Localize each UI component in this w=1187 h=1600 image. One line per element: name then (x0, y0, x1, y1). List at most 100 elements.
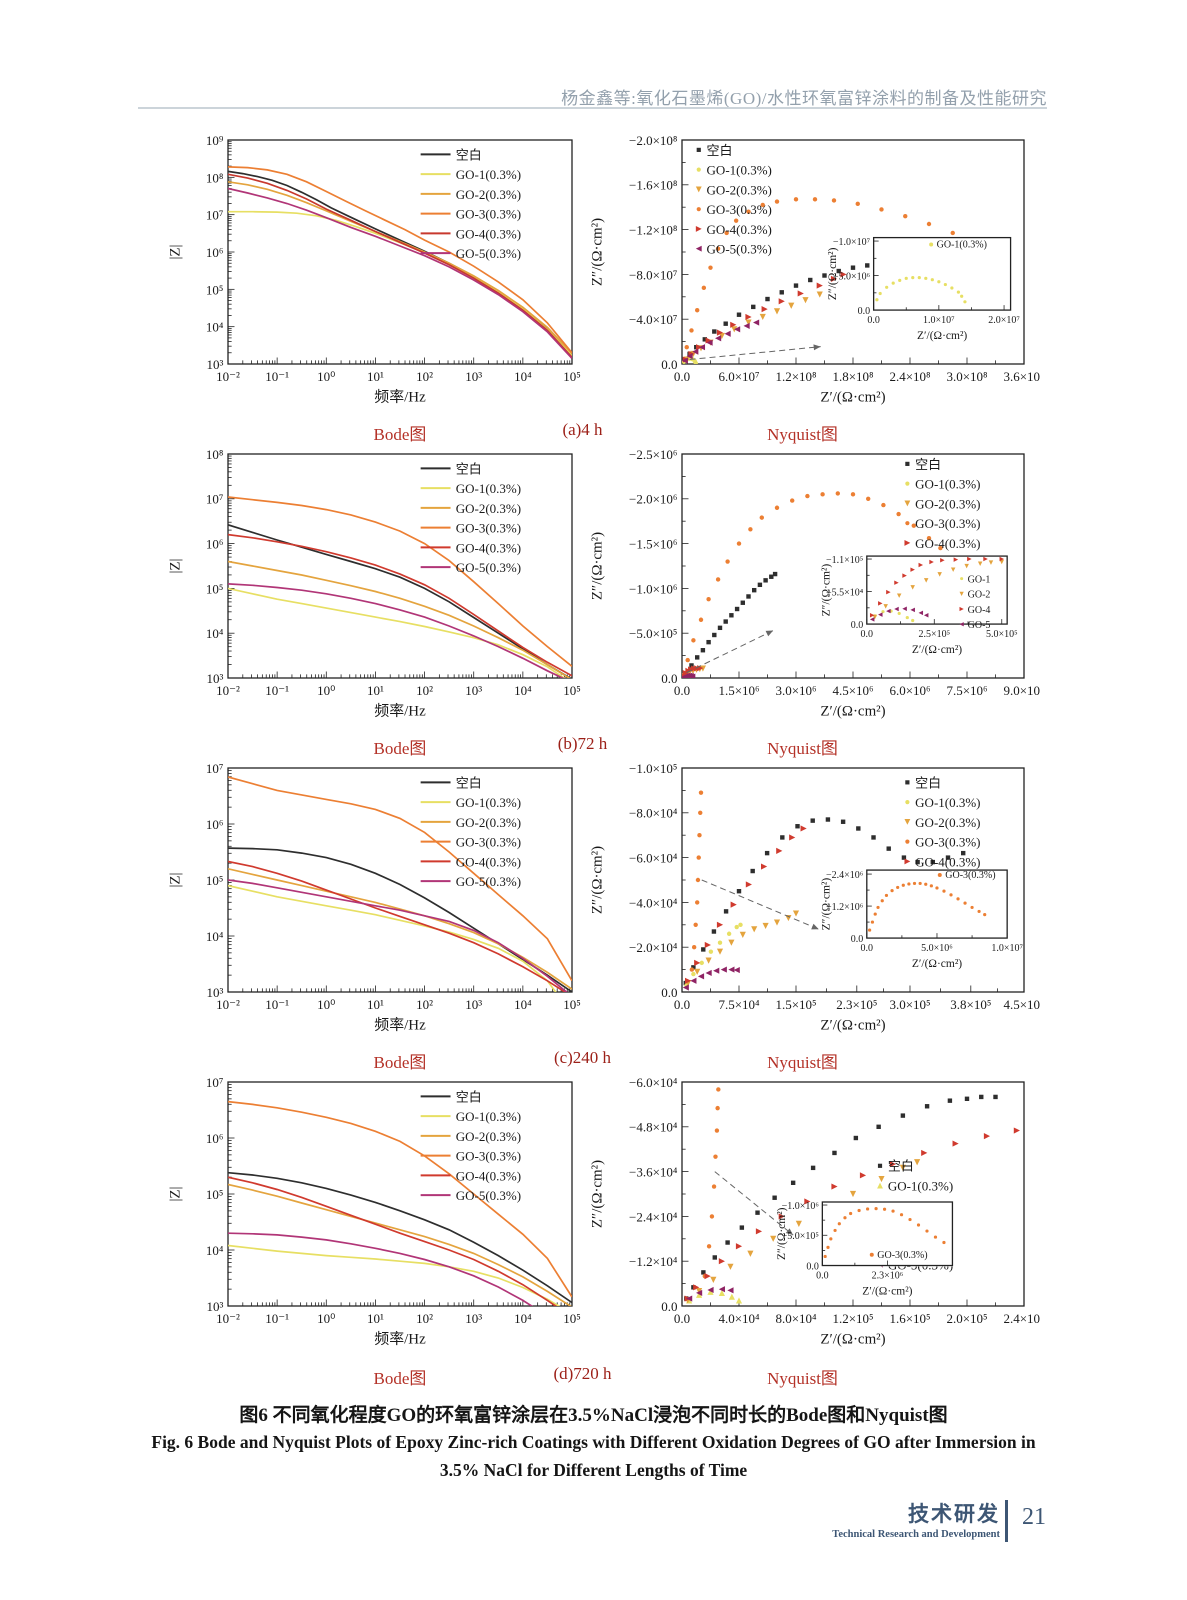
svg-text:2.5×10⁵: 2.5×10⁵ (918, 629, 950, 640)
svg-text:10⁸: 10⁸ (206, 170, 224, 185)
series-GO-2 (872, 559, 1005, 620)
svg-text:频率/Hz: 频率/Hz (374, 389, 426, 406)
svg-text:10¹: 10¹ (367, 369, 384, 384)
svg-text:GO-5(0.3%): GO-5(0.3%) (456, 874, 521, 889)
svg-text:3.0×10⁵: 3.0×10⁵ (889, 997, 930, 1012)
svg-text:6.0×10⁷: 6.0×10⁷ (718, 369, 759, 384)
caption-row-b: Bode图 (b)72 h Nyquist图 (0, 734, 1187, 760)
series-GO-2(0.3%) (683, 291, 823, 363)
svg-text:3.6×10⁸: 3.6×10⁸ (1003, 369, 1040, 384)
svg-text:频率/Hz: 频率/Hz (374, 1331, 426, 1348)
svg-text:10⁶: 10⁶ (206, 245, 224, 260)
bode-caption-d: Bode图 (373, 1369, 427, 1388)
svg-text:10⁵: 10⁵ (563, 1311, 581, 1326)
svg-text:2.0×10⁵: 2.0×10⁵ (946, 1311, 987, 1326)
bode-a: 10⁻² 10⁻¹ 10⁰ 10¹ 10² 10³ 10⁴ 10⁵ 10³ 10⁴ 10⁵ 10⁶ 10… (168, 133, 581, 406)
svg-text:1.0×10⁷: 1.0×10⁷ (991, 943, 1023, 954)
legend: 空白 GO-1(0.3%) GO-2(0.3%) GO-3(0.3%) GO-4(0.3… (695, 143, 772, 257)
series-GO-4(0.3%) (228, 860, 567, 992)
svg-text:GO-5(0.3%): GO-5(0.3%) (456, 1188, 521, 1203)
svg-text:10⁰: 10⁰ (317, 683, 335, 698)
svg-text:0.0: 0.0 (858, 306, 871, 317)
nyq-a: 0.0 6.0×10⁷ 1.2×10⁸ 1.8×10⁸ 2.4×10⁸ 3.0×10⁸ 3.… (590, 133, 1040, 406)
svg-text:−6.0×10⁴: −6.0×10⁴ (629, 851, 678, 866)
svg-text:−4.0×10⁷: −4.0×10⁷ (629, 312, 677, 327)
svg-text:−1.2×10⁴: −1.2×10⁴ (629, 1254, 678, 1269)
series-GO-5 (869, 606, 929, 622)
series-GO-1 (875, 276, 967, 304)
svg-text:Z′/(Ω·cm²): Z′/(Ω·cm²) (912, 644, 962, 656)
svg-text:空白: 空白 (915, 775, 941, 790)
svg-text:10³: 10³ (207, 1299, 224, 1314)
svg-text:10⁷: 10⁷ (206, 492, 224, 507)
nyquist-chart-72h: 0.0 1.5×10⁶ 3.0×10⁶ 4.5×10⁶ 6.0×10⁶ 7.5×10⁶ 9.… (590, 447, 1040, 720)
svg-text:Z″/(Ω·cm²): Z″/(Ω·cm²) (820, 564, 832, 617)
svg-text:10⁶: 10⁶ (206, 537, 224, 552)
svg-text:−1.1×10⁵: −1.1×10⁵ (826, 555, 863, 566)
svg-text:10⁴: 10⁴ (514, 997, 532, 1012)
svg-text:GO-4: GO-4 (968, 605, 991, 616)
svg-text:−1.2×10⁸: −1.2×10⁸ (629, 223, 678, 238)
svg-text:GO-2(0.3%): GO-2(0.3%) (456, 187, 521, 202)
bode-chart-4h: 10⁻² 10⁻¹ 10⁰ 10¹ 10² 10³ 10⁴ 10⁵ 10³ 10⁴ 10⁵ 10⁶ 10… (168, 133, 581, 406)
nyq-c-inset: 0.0 5.0×10⁶ 1.0×10⁷ 0.0 −1.2×10⁶ −2.4×10⁶ Z′/(… (820, 869, 1023, 970)
svg-text:−4.0×10⁴: −4.0×10⁴ (629, 895, 678, 910)
svg-text:−6.0×10⁴: −6.0×10⁴ (629, 1075, 678, 1090)
svg-text:GO-5(0.3%): GO-5(0.3%) (707, 242, 772, 257)
series-GO-4 (869, 556, 1005, 618)
series-空白 (683, 571, 778, 676)
svg-text:10⁷: 10⁷ (206, 1075, 224, 1090)
svg-text:|Z|: |Z| (168, 244, 184, 259)
svg-text:−4.8×10⁴: −4.8×10⁴ (629, 1120, 678, 1135)
svg-text:7.5×10⁶: 7.5×10⁶ (946, 683, 987, 698)
series-GO-5(0.3%) (682, 966, 740, 991)
svg-text:GO-5(0.3%): GO-5(0.3%) (456, 246, 521, 261)
svg-text:Z′/(Ω·cm²): Z′/(Ω·cm²) (820, 1018, 885, 1034)
svg-text:GO-1(0.3%): GO-1(0.3%) (937, 240, 987, 251)
svg-text:10³: 10³ (207, 985, 224, 1000)
series-空白 (228, 1171, 572, 1304)
time-caption-b: (b)72 h (557, 734, 608, 753)
series-GO-1(0.3%) (228, 1244, 561, 1306)
svg-text:−5.0×10⁶: −5.0×10⁶ (833, 271, 871, 282)
svg-text:10⁵: 10⁵ (563, 683, 581, 698)
caption-row-a: Bode图 (a)4 h Nyquist图 (0, 420, 1187, 446)
svg-text:10⁻¹: 10⁻¹ (265, 683, 289, 698)
svg-text:−2.0×10⁸: −2.0×10⁸ (629, 133, 678, 148)
svg-text:−2.0×10⁶: −2.0×10⁶ (629, 492, 677, 507)
page-number: 21 (1022, 1504, 1046, 1530)
svg-text:10³: 10³ (465, 1311, 482, 1326)
legend: 空白 GO-1(0.3%) GO-2(0.3%) GO-3(0.3%) GO-4(0.3… (420, 147, 521, 261)
svg-text:GO-3(0.3%): GO-3(0.3%) (945, 870, 995, 881)
svg-text:GO-1(0.3%): GO-1(0.3%) (456, 167, 521, 182)
svg-text:10⁰: 10⁰ (317, 1311, 335, 1326)
svg-text:10⁷: 10⁷ (206, 761, 224, 776)
svg-text:10⁶: 10⁶ (206, 817, 224, 832)
series-GO-3(0.3%) (228, 166, 572, 354)
legend: 空白 GO-1(0.3%) GO-2(0.3%) GO-3(0.3%) GO-4(0.3… (420, 461, 521, 575)
svg-text:−5.0×10⁵: −5.0×10⁵ (782, 1231, 819, 1242)
page-footer: 技术研发 Technical Research and Development … (780, 1498, 1080, 1558)
svg-text:7.5×10⁴: 7.5×10⁴ (718, 997, 760, 1012)
svg-text:10¹: 10¹ (367, 683, 384, 698)
bode-d: 10⁻² 10⁻¹ 10⁰ 10¹ 10² 10³ 10⁴ 10⁵ 10³ 10⁴ 10⁵ 10⁶ 10… (168, 1075, 581, 1348)
svg-text:1.2×10⁸: 1.2×10⁸ (775, 369, 817, 384)
figure-caption-en-line1: Fig. 6 Bode and Nyquist Plots of Epoxy Z… (151, 1432, 1036, 1452)
legend: GO-1 GO-2 GO-4 GO-5 (959, 574, 991, 631)
svg-text:0.0: 0.0 (661, 1299, 677, 1314)
footer-divider (1005, 1500, 1008, 1542)
svg-text:空白: 空白 (888, 1159, 914, 1174)
svg-text:空白: 空白 (707, 143, 733, 158)
svg-text:Z′/(Ω·cm²): Z′/(Ω·cm²) (912, 958, 962, 970)
svg-text:GO-4(0.3%): GO-4(0.3%) (915, 536, 980, 551)
svg-text:−8.0×10⁷: −8.0×10⁷ (629, 267, 677, 282)
series-GO-5(0.3%) (682, 672, 696, 678)
series-GO-3 (823, 1207, 946, 1259)
svg-text:−3.6×10⁴: −3.6×10⁴ (629, 1165, 678, 1180)
svg-text:GO-4(0.3%): GO-4(0.3%) (915, 854, 980, 869)
svg-text:−1.2×10⁶: −1.2×10⁶ (826, 902, 864, 913)
svg-text:Z′/(Ω·cm²): Z′/(Ω·cm²) (917, 330, 967, 342)
svg-text:空白: 空白 (456, 461, 482, 476)
svg-text:10⁴: 10⁴ (206, 929, 224, 944)
